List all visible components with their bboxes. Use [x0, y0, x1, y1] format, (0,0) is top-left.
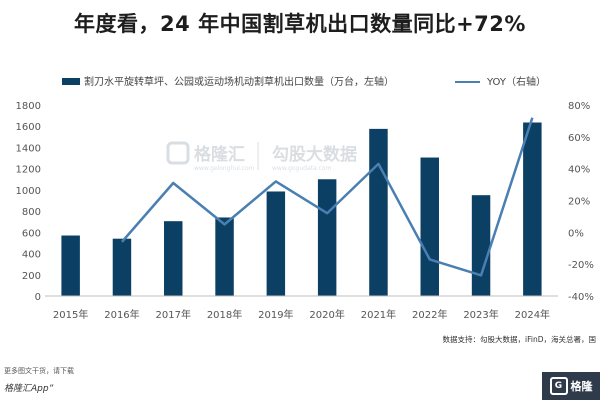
x-tick-label: 2018年: [207, 308, 242, 321]
watermark-partner-sub: www.gogudata.com: [272, 165, 332, 172]
left-tick-label: 400: [22, 250, 41, 261]
source-note: 数据支持：勾股大数据，iFinD，海关总署，国: [442, 335, 596, 344]
legend-bar-swatch: [62, 78, 80, 85]
left-tick-label: 600: [22, 228, 41, 239]
bar: [471, 195, 491, 296]
x-tick-label: 2024年: [515, 308, 550, 321]
bar: [266, 191, 286, 296]
right-tick-label: 80%: [568, 101, 590, 112]
x-tick-label: 2023年: [463, 308, 498, 321]
watermark-brand: 格隆汇: [194, 144, 245, 165]
left-tick-label: 1400: [16, 143, 41, 154]
right-tick-label: -20%: [568, 260, 594, 271]
yoy-series: [121, 117, 534, 277]
watermark-partner: 勾股大数据: [272, 144, 357, 165]
x-tick-label: 2017年: [156, 308, 191, 321]
bar: [523, 122, 542, 296]
right-tick-label: 60%: [568, 133, 590, 144]
bar: [420, 157, 439, 296]
footer: 更多图文干货，请下载 格隆汇App” G 格隆: [0, 352, 600, 400]
footer-logo-text: 格隆: [570, 380, 593, 393]
x-tick-label: 2019年: [258, 308, 293, 321]
x-tick-label: 2020年: [309, 308, 344, 321]
left-tick-label: 0: [35, 292, 41, 303]
x-tick-label: 2022年: [412, 308, 447, 321]
x-tick-label: 2016年: [104, 308, 139, 321]
bar: [215, 217, 234, 296]
left-axis: 0 200 400 600 800 1000 1200 1400 1600 1800: [16, 101, 41, 303]
watermark-logo-icon: [166, 141, 190, 165]
bar: [369, 128, 388, 296]
left-tick-label: 800: [22, 207, 41, 218]
left-tick-label: 1800: [16, 101, 41, 112]
x-axis: 2015年 2016年 2017年 2018年 2019年 2020年 2021年 2022年…: [53, 308, 550, 321]
chart-title: 年度看，24 年中国割草机出口数量同比+72%: [74, 12, 526, 36]
bar: [164, 221, 183, 296]
footer-download-note: 更多图文干货，请下载: [4, 367, 74, 375]
x-tick-label: 2015年: [53, 308, 88, 321]
footer-app-name: 格隆汇App”: [4, 384, 54, 394]
bar: [112, 238, 132, 296]
legend-line-label: YOY（右轴）: [486, 75, 546, 88]
x-tick-label: 2021年: [361, 308, 396, 321]
left-tick-label: 1000: [16, 186, 41, 197]
bar: [317, 179, 337, 296]
left-tick-label: 1200: [16, 165, 41, 176]
right-tick-label: -40%: [568, 292, 594, 303]
bar: [61, 235, 80, 296]
bar-series: [61, 122, 542, 296]
watermark: 格隆汇 www.gelonghui.com 勾股大数据 www.gogudata…: [166, 141, 357, 172]
right-tick-label: 0%: [568, 228, 584, 239]
chart: 割刀水平旋转草坪、公园或运动场机动割草机出口数量（万台，左轴） YOY（右轴） …: [16, 75, 594, 321]
left-tick-label: 200: [22, 271, 41, 282]
legend: 割刀水平旋转草坪、公园或运动场机动割草机出口数量（万台，左轴） YOY（右轴）: [62, 75, 546, 88]
watermark-brand-sub: www.gelonghui.com: [194, 165, 255, 172]
footer-logo: G 格隆: [542, 372, 600, 400]
left-tick-label: 1600: [16, 122, 41, 133]
right-tick-label: 20%: [568, 197, 590, 208]
legend-bar-label: 割刀水平旋转草坪、公园或运动场机动割草机出口数量（万台，左轴）: [84, 75, 394, 88]
logo-icon: G: [549, 377, 568, 395]
right-axis: -40% -20% 0% 20% 40% 60% 80%: [568, 101, 594, 303]
right-tick-label: 40%: [568, 165, 590, 176]
